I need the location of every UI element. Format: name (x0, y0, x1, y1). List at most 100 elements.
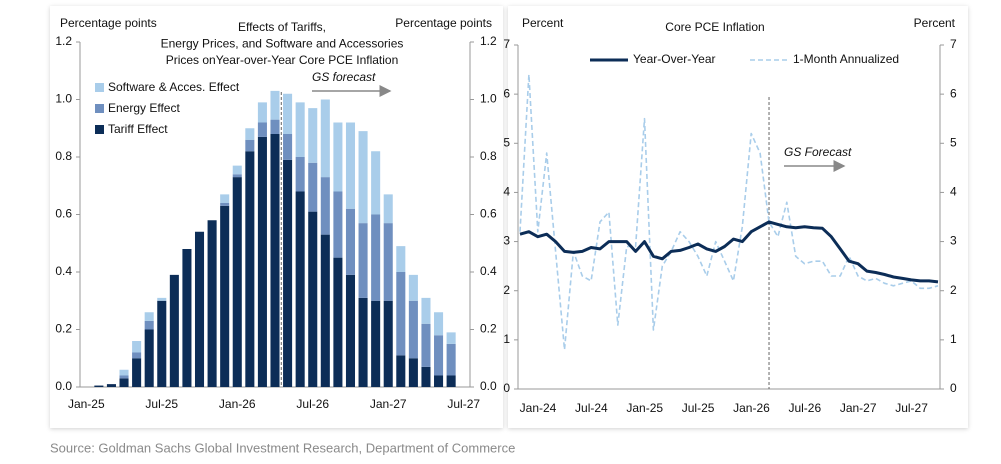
x-tick-label: Jan-27 (840, 401, 877, 415)
bar-segment (220, 194, 230, 203)
bar-segment (257, 102, 267, 123)
y2-tick-label: 2 (950, 283, 957, 297)
y2-tick-label: 1.0 (480, 92, 497, 106)
bar-segment (308, 162, 318, 212)
bar-segment (383, 300, 393, 387)
bar-segment (333, 191, 343, 258)
bar-segment (371, 214, 381, 301)
source: Source: Goldman Sachs Global Investment … (50, 440, 515, 455)
bar-segment (446, 343, 456, 376)
bar-segment (446, 332, 456, 344)
y-tick-label: 0.4 (55, 264, 72, 278)
y2-tick-label: 6 (950, 86, 957, 100)
y-tick-label: 6 (503, 86, 510, 100)
bar-segment (333, 257, 343, 387)
y-tick-label: 1.2 (55, 34, 72, 48)
bar-segment (396, 355, 406, 387)
y-tick-label: 1.0 (55, 92, 72, 106)
y-tick-label: 7 (503, 37, 510, 51)
x-tick-label: Jul-25 (145, 397, 178, 411)
bar-segment (182, 249, 192, 387)
y2-tick-label: 0 (950, 381, 957, 395)
bar-segment (345, 274, 356, 387)
bar-segment (220, 205, 230, 387)
legend-swatch (95, 104, 104, 113)
y-tick-label: 0.8 (55, 149, 72, 163)
bar-segment (283, 93, 293, 134)
bar-segment (157, 297, 167, 301)
bar-segment (144, 329, 154, 387)
x-tick-label: Jan-24 (520, 401, 557, 415)
bar-segment (132, 358, 142, 387)
bar-segment (320, 177, 330, 235)
bar-segment (345, 122, 356, 209)
y-tick-label: 1 (503, 332, 510, 346)
chart-title: Energy Prices, and Software and Accessor… (161, 37, 404, 51)
legend-label: 1-Month Annualized (793, 52, 899, 66)
bar-segment (106, 384, 116, 387)
chart-title: Effects of Tariffs, (238, 20, 326, 34)
y2-tick-label: 0.0 (480, 379, 497, 393)
bar-segment (358, 223, 368, 298)
bar-segment (270, 134, 280, 387)
y2-tick-label: 5 (950, 135, 957, 149)
annotation: GS Forecast (784, 145, 852, 159)
bar-segment (371, 300, 381, 387)
bar-segment (144, 312, 154, 321)
bar-segment (207, 220, 217, 387)
x-tick-label: Jul-27 (895, 401, 928, 415)
bar-segment (245, 128, 255, 140)
bar-segment (308, 211, 318, 387)
x-tick-label: Jul-25 (682, 401, 715, 415)
line (519, 73, 939, 351)
line (519, 220, 939, 284)
y-tick-label: 0.0 (55, 379, 72, 393)
bar-segment (257, 136, 267, 387)
bar-segment (446, 375, 456, 387)
bar-segment (333, 122, 343, 192)
y-tick-label: 0 (503, 381, 510, 395)
bar-segment (421, 366, 431, 387)
bar-segment (232, 177, 242, 387)
y2-tick-label: 4 (950, 185, 957, 199)
y2-tick-label: 0.2 (480, 322, 497, 336)
bar-segment (270, 119, 280, 134)
bar-segment (283, 134, 293, 160)
bar-segment (345, 208, 356, 275)
bar-segment (383, 194, 393, 224)
bar-segment (194, 231, 205, 387)
y2-tick-label: 1 (950, 332, 957, 346)
chart-title: Prices onYear-over-Year Core PCE Inflati… (166, 53, 399, 67)
bar-segment (434, 312, 444, 336)
bar-segment (119, 375, 129, 379)
bar-segment (283, 159, 293, 387)
y-tick-label: 3 (503, 234, 510, 248)
bar-segment (421, 297, 431, 324)
y2-tick-label: 7 (950, 37, 957, 51)
bar-segment (295, 157, 305, 192)
bar-segment (320, 234, 330, 387)
bar-segment (144, 320, 154, 330)
y-tick-label: 2 (503, 283, 510, 297)
legend-label: Energy Effect (108, 101, 180, 115)
legend-label: Year-Over-Year (633, 52, 716, 66)
bar-segment (232, 174, 242, 178)
y-tick-label: 5 (503, 135, 510, 149)
bar-segment (320, 99, 330, 178)
bar-segment (157, 300, 167, 387)
annotation: GS forecast (312, 70, 376, 84)
x-tick-label: Jan-27 (370, 397, 407, 411)
panel (508, 6, 968, 428)
bar-segment (371, 151, 381, 215)
y-axis-label: Percent (522, 16, 564, 30)
bar-segment (132, 352, 142, 359)
bar-segment (408, 300, 418, 359)
legend-swatch (95, 125, 104, 134)
bar-segment (434, 375, 444, 387)
y2-axis-label: Percentage points (395, 16, 492, 30)
x-tick-label: Jan-25 (626, 401, 663, 415)
bar-segment (245, 139, 255, 152)
x-tick-label: Jul-27 (447, 397, 480, 411)
